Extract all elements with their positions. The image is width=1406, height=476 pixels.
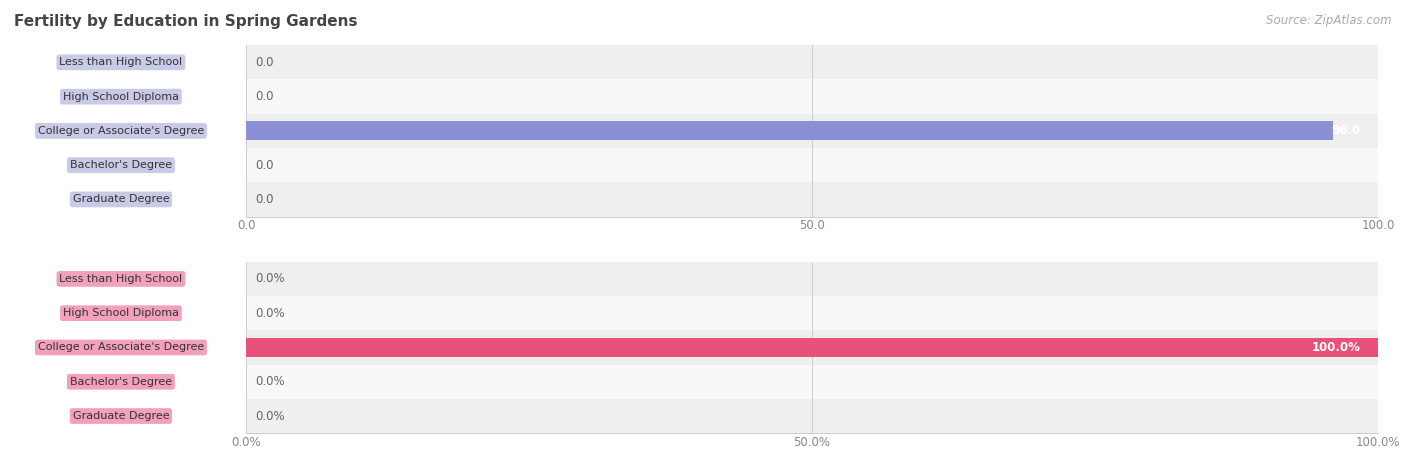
Text: 0.0: 0.0 — [254, 159, 274, 172]
Bar — [246, 114, 1378, 148]
Bar — [246, 296, 1378, 330]
Text: Less than High School: Less than High School — [59, 57, 183, 68]
Text: High School Diploma: High School Diploma — [63, 308, 179, 318]
Bar — [246, 262, 1378, 296]
Text: Less than High School: Less than High School — [59, 274, 183, 284]
Bar — [246, 121, 1333, 140]
Text: Bachelor's Degree: Bachelor's Degree — [70, 160, 172, 170]
Text: 0.0%: 0.0% — [254, 409, 285, 423]
Bar — [246, 148, 1378, 182]
Text: 0.0: 0.0 — [254, 90, 274, 103]
Bar — [246, 45, 1378, 79]
Text: College or Associate's Degree: College or Associate's Degree — [38, 342, 204, 353]
Bar — [246, 399, 1378, 433]
Text: Graduate Degree: Graduate Degree — [73, 194, 169, 205]
Text: Graduate Degree: Graduate Degree — [73, 411, 169, 421]
Text: Bachelor's Degree: Bachelor's Degree — [70, 377, 172, 387]
Text: Source: ZipAtlas.com: Source: ZipAtlas.com — [1267, 14, 1392, 27]
Text: Fertility by Education in Spring Gardens: Fertility by Education in Spring Gardens — [14, 14, 357, 30]
Text: 0.0%: 0.0% — [254, 307, 285, 320]
Text: High School Diploma: High School Diploma — [63, 91, 179, 102]
Bar — [246, 338, 1378, 357]
Bar — [246, 365, 1378, 399]
Bar — [246, 330, 1378, 365]
Text: 0.0%: 0.0% — [254, 272, 285, 286]
Bar — [246, 182, 1378, 217]
Text: 0.0: 0.0 — [254, 193, 274, 206]
Bar — [246, 79, 1378, 114]
Text: 0.0: 0.0 — [254, 56, 274, 69]
Text: 96.0: 96.0 — [1331, 124, 1361, 138]
Text: 0.0%: 0.0% — [254, 375, 285, 388]
Text: College or Associate's Degree: College or Associate's Degree — [38, 126, 204, 136]
Text: 100.0%: 100.0% — [1312, 341, 1361, 354]
